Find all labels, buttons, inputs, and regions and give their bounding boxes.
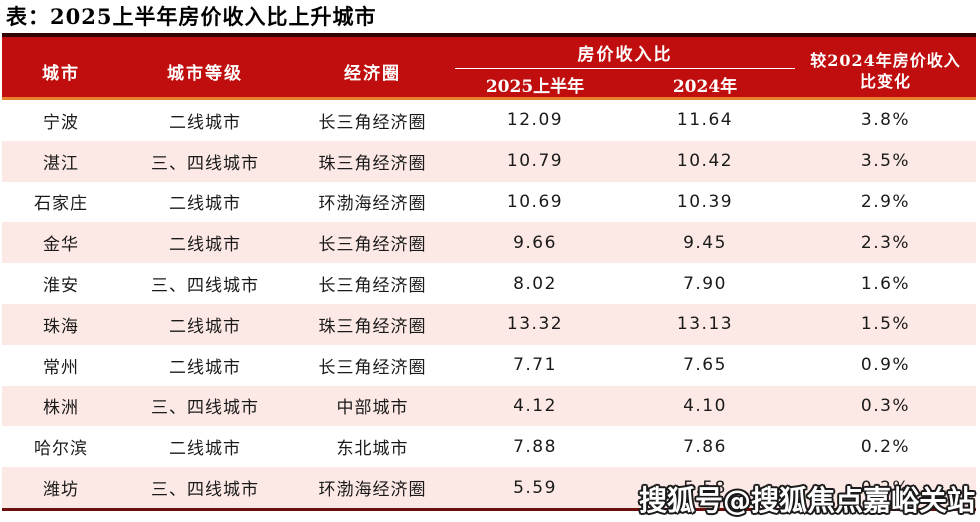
table-row: 宁波 二线城市 长三角经济圈 12.09 11.64 3.8% [2,100,976,141]
cell-tier: 二线城市 [169,357,241,378]
cell-2024: 4.10 [683,395,727,416]
cell-tier: 二线城市 [169,235,241,256]
header-subrow: 2025上半年 2024年 [455,69,795,97]
cell-region: 环渤海经济圈 [318,194,427,215]
header-cell-change-line2: 比变化 [859,72,911,91]
cell-2025h1: 9.66 [513,232,557,253]
watermark: 搜狐号@搜狐焦点嘉峪关站 [638,484,975,517]
cell-change: 0.9% [860,355,911,376]
cell-2025h1: 10.69 [506,191,564,212]
cell-tier: 二线城市 [169,112,241,133]
header-cell-change: 较2024年房价收入 比变化 [795,37,976,97]
data-table: 城市 城市等级 经济圈 房价收入比 2025上半年 2024年 较2024年房价… [2,33,976,511]
cell-city: 宁波 [43,112,79,133]
cell-city: 石家庄 [34,194,88,215]
table-row: 石家庄 二线城市 环渤海经济圈 10.69 10.39 2.9% [2,181,976,223]
cell-change: 0.2% [860,436,911,457]
cell-region: 东北城市 [336,439,409,460]
table-row: 潍坊 三、四线城市 环渤海经济圈 5.59 5.58 0.2% [2,467,976,508]
cell-2025h1: 8.02 [513,273,557,294]
cell-2025h1: 7.71 [513,355,557,376]
table-bottom-border [2,507,976,511]
cell-city: 株洲 [43,398,79,419]
cell-change: 1.6% [860,273,911,294]
cell-change: 1.5% [860,314,911,335]
cell-region: 珠三角经济圈 [318,153,427,174]
cell-city: 金华 [43,235,79,256]
cell-2025h1: 7.88 [513,436,557,457]
header-cell-2025h1: 2025上半年 [485,77,585,97]
cell-2024: 7.65 [683,355,727,376]
cell-2024: 11.64 [676,110,734,131]
table-row: 珠海 二线城市 珠三角经济圈 13.32 13.13 1.5% [2,303,976,345]
cell-2025h1: 10.79 [506,151,564,172]
cell-2024: 9.45 [683,232,727,253]
header-group-ratio-label: 房价收入比 [577,45,673,65]
cell-2024: 10.39 [676,191,734,212]
cell-region: 中部城市 [336,398,409,419]
cell-city: 淮安 [43,276,79,297]
cell-tier: 二线城市 [169,439,241,460]
cell-region: 长三角经济圈 [318,357,427,378]
cell-region: 长三角经济圈 [318,235,427,256]
cell-change: 3.8% [860,110,911,131]
cell-2024: 5.58 [683,477,727,498]
cell-city: 哈尔滨 [34,439,88,460]
cell-tier: 二线城市 [169,316,241,337]
cell-region: 长三角经济圈 [318,112,427,133]
cell-tier: 三、四线城市 [151,480,259,501]
cell-2024: 7.90 [683,273,727,294]
cell-region: 环渤海经济圈 [318,480,427,501]
cell-city: 常州 [43,357,79,378]
header-cell-city: 城市 [42,64,80,84]
cell-change: 3.5% [860,151,911,172]
cell-change: 2.9% [860,191,911,212]
header-cell-region: 经济圈 [344,64,401,84]
cell-tier: 二线城市 [169,194,241,215]
table-row: 哈尔滨 二线城市 东北城市 7.88 7.86 0.2% [2,426,976,468]
cell-2025h1: 4.12 [513,395,557,416]
cell-change: 0.2% [860,477,911,498]
header-cell-change-line1: 较2024年房价收入 [810,51,961,70]
table-row: 淮安 三、四线城市 长三角经济圈 8.02 7.90 1.6% [2,263,976,304]
cell-city: 湛江 [43,153,79,174]
cell-2024: 13.13 [676,314,734,335]
cell-tier: 三、四线城市 [151,398,259,419]
cell-tier: 三、四线城市 [151,153,259,174]
cell-tier: 三、四线城市 [151,276,259,297]
cell-change: 2.3% [860,232,911,253]
cell-2025h1: 13.32 [506,314,564,335]
table-row: 金华 二线城市 长三角经济圈 9.66 9.45 2.3% [2,222,976,264]
cell-city: 珠海 [43,316,79,337]
page-title: 表：2025上半年房价收入比上升城市 [6,4,377,29]
header-cell-2024: 2024年 [672,77,738,97]
cell-2024: 10.42 [676,151,734,172]
header-cell-tier: 城市等级 [167,64,243,84]
table-body: 宁波 二线城市 长三角经济圈 12.09 11.64 3.8% 湛江 三、四线城… [2,100,976,508]
table-header: 城市 城市等级 经济圈 房价收入比 2025上半年 2024年 较2024年房价… [2,33,976,100]
cell-2024: 7.86 [683,436,727,457]
cell-region: 长三角经济圈 [318,276,427,297]
cell-city: 潍坊 [43,480,79,501]
header-group-divider [455,68,795,69]
table-row: 湛江 三、四线城市 珠三角经济圈 10.79 10.42 3.5% [2,140,976,182]
cell-change: 0.3% [860,395,911,416]
cell-2025h1: 5.59 [513,477,557,498]
cell-region: 珠三角经济圈 [318,316,427,337]
table-row: 常州 二线城市 长三角经济圈 7.71 7.65 0.9% [2,344,976,386]
cell-2025h1: 12.09 [506,110,564,131]
table-row: 株洲 三、四线城市 中部城市 4.12 4.10 0.3% [2,385,976,427]
header-group-ratio: 房价收入比 2025上半年 2024年 [455,37,795,97]
